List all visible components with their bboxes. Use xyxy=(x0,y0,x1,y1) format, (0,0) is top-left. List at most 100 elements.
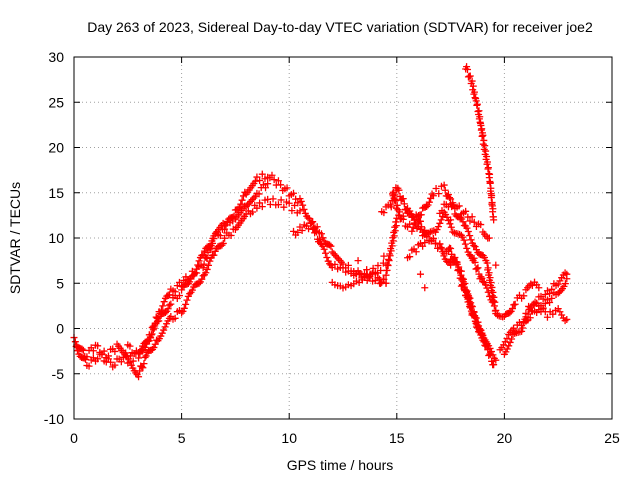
data-point xyxy=(227,231,235,239)
data-point xyxy=(203,265,211,273)
data-point xyxy=(268,171,276,179)
data-point xyxy=(421,239,429,247)
data-point xyxy=(522,317,530,325)
data-point xyxy=(144,337,152,345)
data-point xyxy=(198,275,206,283)
data-point xyxy=(199,264,207,272)
data-point xyxy=(111,347,119,355)
data-point xyxy=(151,340,159,348)
series-trace-d xyxy=(290,219,390,284)
series-trace-b xyxy=(72,195,304,381)
data-point xyxy=(216,232,224,240)
data-point xyxy=(541,300,549,308)
series-trace-p xyxy=(522,299,571,325)
y-tick-label: 20 xyxy=(48,140,64,156)
data-point xyxy=(455,202,463,210)
data-point xyxy=(202,253,210,261)
data-point xyxy=(156,309,164,317)
x-tick-label: 20 xyxy=(497,430,513,446)
data-point xyxy=(366,273,374,281)
y-tick-label: 10 xyxy=(48,230,64,246)
data-point xyxy=(180,276,188,284)
data-point xyxy=(126,342,134,350)
data-point xyxy=(165,301,173,309)
data-point xyxy=(434,223,442,231)
y-tick-label: 15 xyxy=(48,185,64,201)
data-point xyxy=(481,142,489,150)
chart-title: Day 263 of 2023, Sidereal Day-to-day VTE… xyxy=(87,19,593,35)
data-point xyxy=(175,292,183,300)
data-point xyxy=(465,251,473,259)
data-point xyxy=(387,203,395,211)
x-axis-ticks: 0 5 10 15 20 25 xyxy=(70,57,620,446)
data-point xyxy=(117,358,125,366)
data-point xyxy=(484,288,492,296)
data-point xyxy=(488,298,496,306)
data-point xyxy=(296,207,304,215)
data-point xyxy=(487,279,495,287)
data-point xyxy=(519,324,527,332)
data-point xyxy=(132,347,140,355)
y-tick-label: -5 xyxy=(52,366,65,382)
data-point xyxy=(385,257,393,265)
data-point xyxy=(459,233,467,241)
data-point xyxy=(323,254,331,262)
data-point xyxy=(447,216,455,224)
data-point xyxy=(563,270,571,278)
data-point xyxy=(374,274,382,282)
y-axis-label: SDTVAR / TECUs xyxy=(7,182,23,294)
y-tick-label: 25 xyxy=(48,94,64,110)
data-point xyxy=(425,198,433,206)
data-point xyxy=(546,299,554,307)
data-point xyxy=(171,288,179,296)
data-point xyxy=(175,278,183,286)
data-point xyxy=(178,282,186,290)
data-point xyxy=(288,207,296,215)
data-point xyxy=(436,240,444,248)
data-point xyxy=(548,294,556,302)
data-point xyxy=(327,242,335,250)
data-point xyxy=(135,373,143,381)
data-point xyxy=(482,147,490,155)
series-trace-q xyxy=(462,63,498,224)
data-point xyxy=(440,181,448,189)
data-point xyxy=(237,200,245,208)
data-point xyxy=(483,152,491,160)
data-point xyxy=(389,237,397,245)
data-point xyxy=(483,259,491,267)
data-point xyxy=(474,264,482,272)
data-point xyxy=(446,194,454,202)
data-point xyxy=(506,338,514,346)
data-point xyxy=(125,355,133,363)
data-point xyxy=(455,265,463,273)
data-point xyxy=(142,352,150,360)
data-point xyxy=(387,247,395,255)
data-point xyxy=(151,319,159,327)
data-point xyxy=(290,227,298,235)
data-point xyxy=(453,258,461,266)
data-point xyxy=(488,283,496,291)
data-point xyxy=(316,235,324,243)
data-point xyxy=(221,234,229,242)
data-point xyxy=(400,200,408,208)
data-point xyxy=(322,249,330,257)
data-point xyxy=(188,286,196,294)
data-point xyxy=(160,298,168,306)
data-point xyxy=(258,170,266,178)
series-trace-e xyxy=(328,273,390,292)
data-point xyxy=(406,207,414,215)
data-point xyxy=(399,195,407,203)
data-point xyxy=(412,248,420,256)
data-point xyxy=(479,131,487,139)
data-point xyxy=(294,228,302,236)
data-point xyxy=(419,242,427,250)
data-point xyxy=(456,274,464,282)
data-point xyxy=(462,207,470,215)
data-point xyxy=(471,258,479,266)
data-point xyxy=(490,361,498,369)
data-point xyxy=(470,242,478,250)
data-point xyxy=(436,219,444,227)
x-tick-label: 0 xyxy=(70,430,78,446)
data-point xyxy=(483,284,491,292)
